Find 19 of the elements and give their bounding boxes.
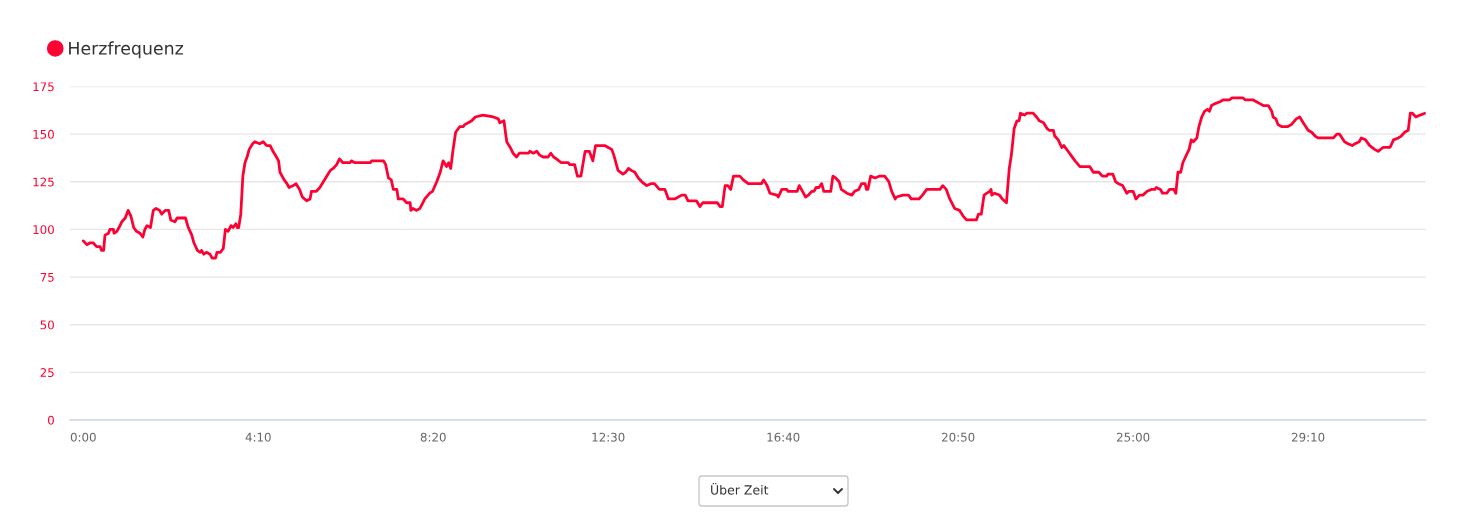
y-tick-label: 150 [33,129,54,139]
y-tick-label: 25 [40,368,54,378]
x-tick-label: 29:10 [1291,432,1325,442]
x-tick-label: 16:40 [767,432,800,442]
y-tick-label: 75 [40,272,54,282]
y-tick-label: 0 [47,415,54,425]
x-tick-label: 4:10 [245,432,271,442]
x-tick-label: 8:20 [420,432,446,442]
y-tick-label: 175 [33,82,54,92]
y-tick-label: 125 [33,177,54,187]
x-tick-label: 0:00 [70,432,96,442]
y-tick-label: 100 [33,225,54,235]
text: Über Zeit [711,483,769,495]
x-tick-label: 25:00 [1117,432,1150,442]
x-tick-label: 12:30 [592,432,625,442]
x-tick-label: 20:50 [942,432,975,442]
y-tick-label: 50 [40,320,54,330]
line-series [81,96,1426,260]
legend-label: Herzfrequenz [69,41,184,59]
